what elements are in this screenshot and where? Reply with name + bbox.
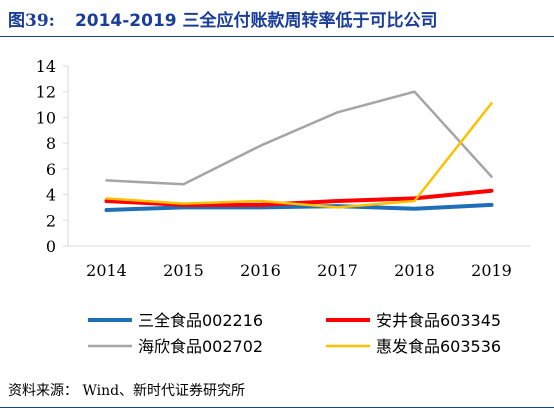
- source-note: 资料来源： Wind、新时代证券研究所: [8, 383, 246, 399]
- legend-label: 三全食品002216: [138, 311, 263, 330]
- bottom-divider: [0, 407, 554, 408]
- legend-label: 海欣食品002702: [138, 337, 263, 356]
- y-tick-label: 6: [46, 160, 56, 179]
- figure-title: 图39: 2014-2019 三全应付账款周转率低于可比公司: [0, 0, 554, 36]
- series-line: [105, 90, 493, 186]
- legend-label: 安井食品603345: [376, 311, 501, 330]
- x-tick-label: 2017: [317, 261, 358, 280]
- x-tick-label: 2016: [240, 261, 281, 280]
- y-tick-label: 2: [46, 211, 56, 230]
- legend-label: 惠发食品603536: [376, 337, 501, 356]
- y-tick-label: 12: [36, 83, 56, 102]
- y-tick-label: 4: [46, 186, 56, 205]
- line-chart: 0 2 4 6 8 10 12 14 2014 2015 2016 2017 2018 2019 三全食品0…: [36, 57, 530, 356]
- chart-title: 2014-2019 三全应付账款周转率低于可比公司: [74, 10, 438, 31]
- y-tick-label: 0: [46, 237, 56, 256]
- x-tick-label: 2019: [471, 261, 512, 280]
- figure-label: 图39:: [8, 10, 55, 31]
- x-tick-label: 2018: [394, 261, 435, 280]
- y-tick-label: 14: [36, 57, 56, 76]
- y-tick-label: 8: [46, 134, 56, 153]
- x-tick-label: 2015: [163, 261, 204, 280]
- title-divider: [0, 36, 554, 37]
- series-line: [104, 202, 494, 212]
- y-tick-label: 10: [36, 108, 56, 127]
- x-tick-label: 2014: [86, 261, 127, 280]
- series-line: [105, 102, 493, 209]
